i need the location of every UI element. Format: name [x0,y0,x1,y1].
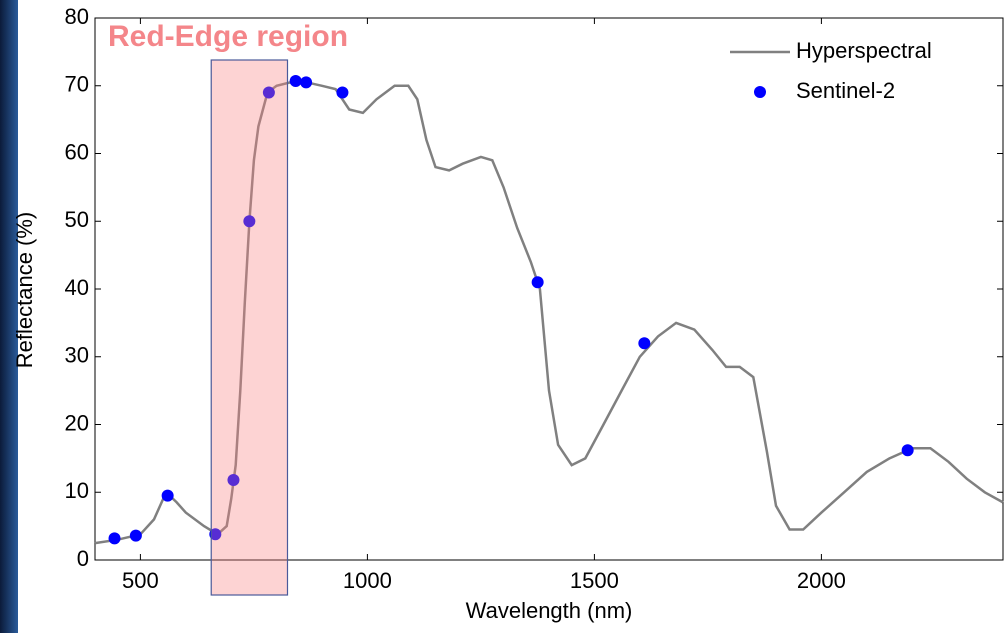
y-tick-label: 60 [65,139,89,164]
sentinel-point [108,532,121,545]
x-axis-label: Wavelength (nm) [466,598,633,623]
sentinel-point [161,489,174,502]
y-tick-label: 10 [65,478,89,503]
hyperspectral-line [94,80,1004,545]
y-tick-label: 80 [65,4,89,29]
y-tick-label: 20 [65,410,89,435]
sentinel-point [336,86,349,99]
sentinel-point [901,444,914,457]
legend-label: Hyperspectral [796,38,932,63]
sentinel-point [289,75,302,88]
sentinel-point [638,337,651,350]
sentinel-point [227,474,240,487]
y-tick-label: 40 [65,275,89,300]
sentinel-point [262,86,275,99]
x-tick-label: 2000 [797,568,846,593]
background-strip [0,0,18,633]
x-tick-label: 1500 [570,568,619,593]
legend-label: Sentinel-2 [796,78,895,103]
highlight-region [210,59,289,596]
sentinel-point [129,529,142,542]
x-tick-label: 1000 [343,568,392,593]
y-tick-label: 50 [65,207,89,232]
sentinel-point [300,76,313,89]
highlight-label: Red-Edge region [108,20,348,53]
sentinel-point [531,276,544,289]
legend-marker [754,86,766,98]
sentinel-point [243,215,256,228]
x-tick-label: 500 [122,568,159,593]
y-axis-label: Reflectance (%) [12,212,37,369]
y-tick-label: 30 [65,343,89,368]
y-tick-label: 70 [65,72,89,97]
sentinel-point [209,528,222,541]
y-tick-label: 0 [77,546,89,571]
